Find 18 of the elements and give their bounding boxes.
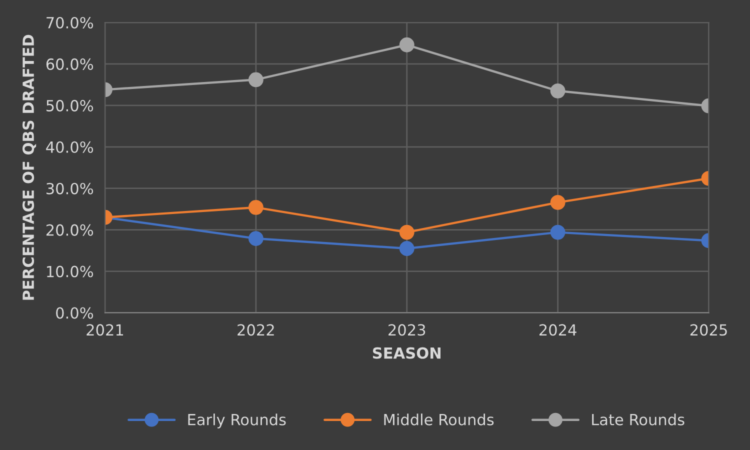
y-tick-label: 50.0% [46,100,94,112]
x-tick-label: 2022 [238,324,274,336]
y-tick-label: 70.0% [46,16,94,29]
x-tick-label: 2023 [388,324,426,336]
y-axis-title: PERCENTAGE OF QBS DRAFTED [22,34,36,300]
x-tick-label: 2025 [690,324,727,336]
legend-label: Early Rounds [188,414,286,428]
x-tick-label: 2021 [86,324,124,336]
y-tick-label: 30.0% [46,182,94,194]
x-axis-title: SEASON [372,347,440,359]
legend-label: Middle Rounds [384,414,494,426]
y-tick-label: 20.0% [46,224,94,236]
legend-label: Late Rounds [592,414,684,426]
x-tick-label: 2024 [539,324,576,336]
y-tick-label: 10.0% [47,266,94,278]
y-tick-label: 60.0% [46,58,94,70]
y-tick-label: 40.0% [46,141,94,153]
y-tick-label: 0.0% [56,307,94,319]
